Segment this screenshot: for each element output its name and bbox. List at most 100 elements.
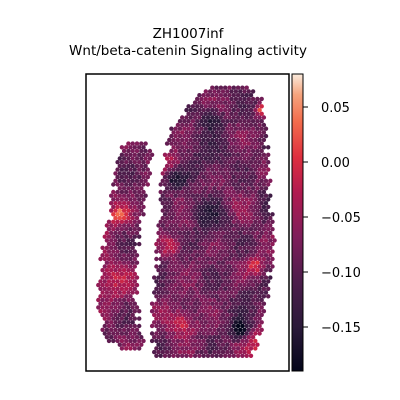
tissue-spot	[145, 174, 150, 180]
tissue-spot	[113, 335, 118, 340]
tissue-spot	[214, 137, 219, 143]
tissue-spot	[160, 312, 165, 318]
tissue-spot	[149, 309, 155, 314]
tissue-spot	[216, 349, 221, 355]
tissue-spot	[137, 189, 142, 195]
tissue-spot	[152, 275, 157, 280]
tissue-spot	[250, 290, 256, 295]
tissue-spot	[177, 282, 183, 288]
tissue-spot	[263, 215, 269, 221]
tissue-spot	[184, 323, 189, 329]
tissue-spot	[231, 294, 236, 299]
tissue-spot	[238, 111, 243, 117]
tissue-spot	[203, 253, 208, 258]
tissue-spot	[266, 249, 271, 254]
tissue-spot	[119, 182, 125, 187]
tissue-spot	[177, 223, 183, 228]
tissue-spot	[205, 174, 211, 180]
tissue-spot	[259, 126, 264, 131]
tissue-spot	[195, 312, 200, 318]
tissue-spot	[117, 268, 123, 273]
tissue-spot	[233, 335, 239, 340]
tissue-spot	[225, 186, 230, 191]
tissue-spot	[207, 335, 213, 340]
tissue-spot	[266, 145, 271, 150]
tissue-spot	[253, 212, 258, 217]
tissue-spot	[177, 327, 183, 332]
tissue-spot	[244, 331, 249, 336]
tissue-spot	[259, 104, 264, 109]
tissue-spot	[121, 230, 127, 236]
tissue-spot	[154, 294, 159, 299]
tissue-spot	[119, 279, 125, 284]
tissue-spot	[250, 253, 256, 258]
tissue-spot	[186, 111, 191, 117]
tissue-spot	[169, 238, 174, 243]
tissue-spot	[175, 338, 181, 344]
tissue-spot	[235, 256, 241, 262]
tissue-spot	[203, 178, 208, 183]
tissue-spot	[233, 342, 239, 347]
tissue-spot	[244, 115, 249, 120]
tissue-spot	[203, 104, 208, 109]
tissue-spot	[126, 230, 131, 236]
tissue-spot	[235, 174, 241, 180]
tissue-spot	[182, 349, 187, 355]
tissue-spot	[210, 227, 215, 232]
tissue-spot	[205, 234, 211, 239]
tissue-spot	[192, 294, 198, 299]
tissue-spot	[197, 353, 202, 358]
tissue-spot	[98, 294, 103, 299]
tissue-spot	[137, 241, 142, 247]
tissue-spot	[201, 338, 206, 344]
tissue-spot	[188, 353, 193, 358]
tissue-spot	[203, 89, 208, 94]
tissue-spot	[102, 264, 108, 269]
tissue-spot	[199, 96, 204, 102]
tissue-spot	[244, 219, 249, 224]
tissue-spot	[205, 264, 211, 269]
tissue-spot	[214, 353, 219, 358]
tissue-spot	[225, 171, 230, 176]
tissue-spot	[231, 331, 236, 336]
tissue-spot	[184, 145, 189, 150]
tissue-spot	[184, 167, 189, 172]
tissue-spot	[188, 309, 193, 314]
tissue-spot	[197, 256, 202, 262]
tissue-spot	[139, 171, 144, 176]
tissue-spot	[149, 323, 155, 329]
tissue-spot	[169, 320, 174, 325]
tissue-spot	[128, 279, 133, 284]
tissue-spot	[190, 290, 196, 295]
tissue-spot	[225, 133, 230, 139]
tissue-spot	[216, 148, 221, 154]
tissue-spot	[186, 201, 191, 206]
tissue-spot	[255, 186, 260, 191]
tissue-spot	[180, 264, 185, 269]
tissue-spot	[115, 227, 120, 232]
tissue-spot	[98, 309, 103, 314]
tissue-spot	[210, 189, 215, 195]
tissue-spot	[171, 219, 176, 224]
tissue-spot	[175, 197, 181, 202]
tissue-spot	[175, 323, 181, 329]
tissue-spot	[199, 327, 204, 332]
tissue-spot	[248, 279, 254, 284]
tissue-spot	[212, 223, 217, 228]
tissue-spot	[203, 171, 208, 176]
tissue-spot	[197, 309, 202, 314]
tissue-spot	[158, 323, 163, 329]
tissue-spot	[257, 204, 262, 210]
tissue-spot	[106, 323, 112, 329]
tissue-spot	[115, 294, 120, 299]
tissue-spot	[244, 301, 249, 306]
tissue-spot	[210, 137, 215, 143]
tissue-spot	[253, 107, 258, 113]
tissue-spot	[253, 182, 258, 187]
tissue-spot	[255, 215, 260, 221]
tissue-spot	[203, 215, 208, 221]
tissue-spot	[117, 178, 123, 183]
tissue-spot	[248, 197, 254, 202]
tissue-spot	[242, 327, 247, 332]
tissue-spot	[227, 264, 232, 269]
